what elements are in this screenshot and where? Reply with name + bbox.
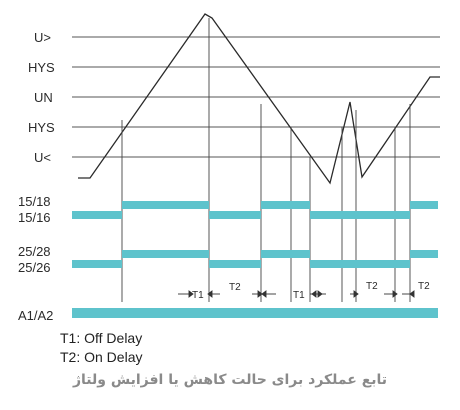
- relay-segment-low: [310, 260, 410, 268]
- legend-t2: T2: On Delay: [60, 349, 143, 365]
- caption: تابع عملکرد برای حالت کاهش یا افزایش ولت…: [72, 372, 388, 388]
- relay-segment-low: [310, 211, 410, 219]
- relay-segment-low: [72, 260, 122, 268]
- relay-segment-high: [122, 201, 209, 209]
- timer-label: T2: [366, 281, 378, 292]
- voltage-waveform: [78, 13, 440, 185]
- relay-2-signal: [72, 250, 438, 268]
- relay-1-signal: [72, 201, 438, 219]
- label-25-26: 25/26: [18, 260, 51, 275]
- label-15-16: 15/16: [18, 210, 51, 225]
- label-un: UN: [34, 90, 53, 105]
- relay-segment-low: [72, 211, 122, 219]
- relay-segment-high: [261, 201, 310, 209]
- relay-segment-high: [410, 250, 438, 258]
- timer-label: T1: [192, 290, 204, 301]
- label-hys-top: HYS: [28, 60, 55, 75]
- timer-arrows: [178, 290, 415, 298]
- timer-label: T2: [418, 281, 430, 292]
- relay-segment-low: [209, 211, 261, 219]
- label-25-28: 25/28: [18, 244, 51, 259]
- timer-label: T1: [293, 290, 305, 301]
- level-lines: [72, 36, 440, 158]
- label-u-under: U<: [34, 150, 51, 165]
- supply-signal: [72, 308, 438, 318]
- label-hys-bottom: HYS: [28, 120, 55, 135]
- legend-t1: T1: Off Delay: [60, 330, 143, 346]
- relay-segment-high: [261, 250, 310, 258]
- relay-segment-high: [410, 201, 438, 209]
- relay-segment-low: [209, 260, 261, 268]
- label-a1-a2: A1/A2: [18, 308, 53, 323]
- label-u-over: U>: [34, 30, 51, 45]
- timer-label: T2: [229, 282, 241, 293]
- relay-segment-high: [122, 250, 209, 258]
- event-lines: [121, 18, 411, 302]
- label-15-18: 15/18: [18, 194, 51, 209]
